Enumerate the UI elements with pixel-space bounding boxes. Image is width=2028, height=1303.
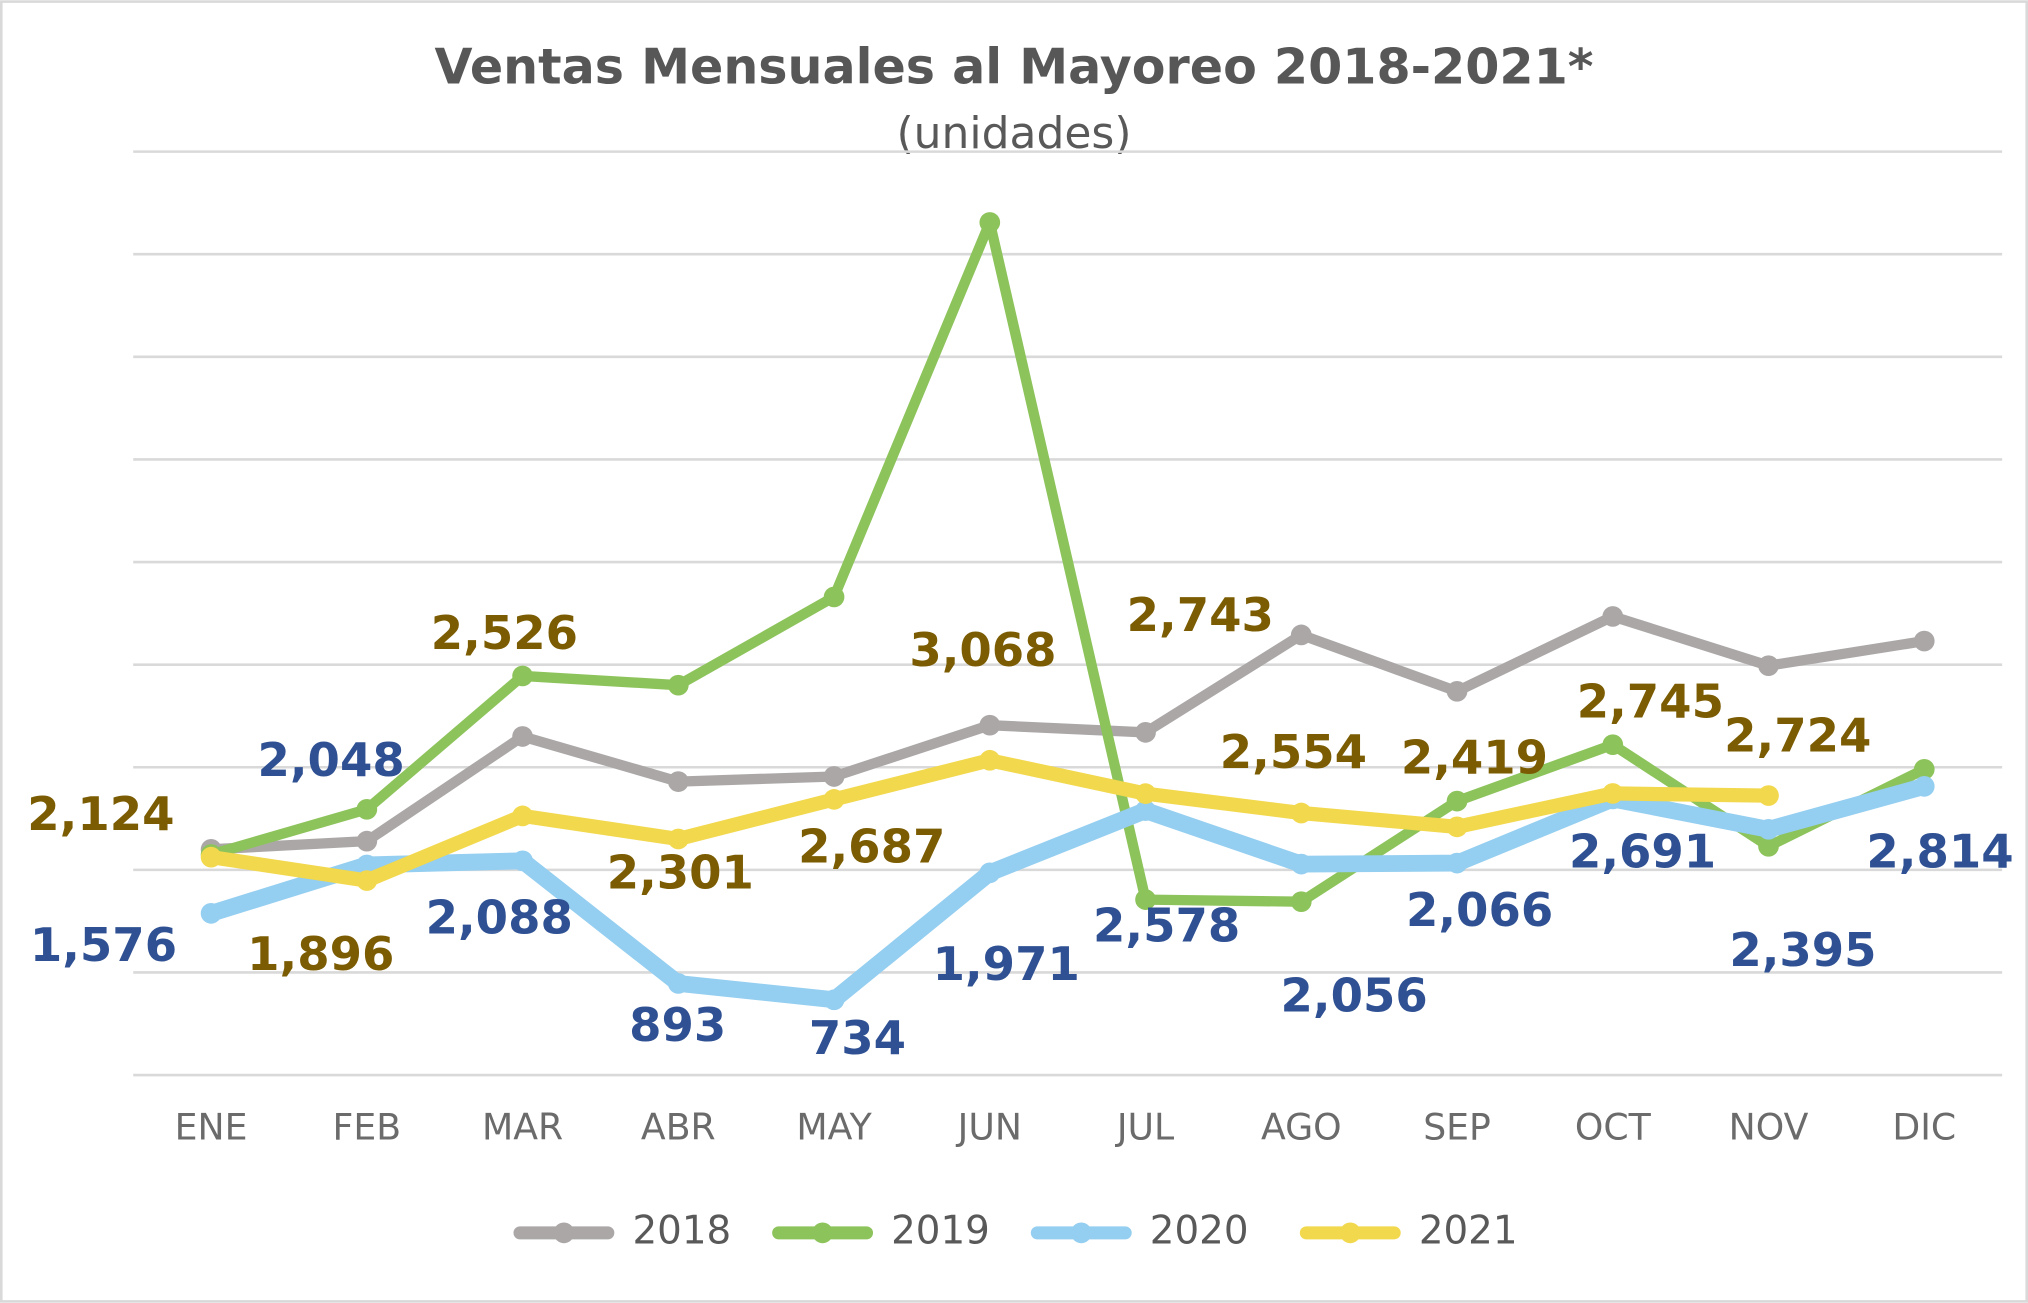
data-label: 734 <box>809 1011 906 1065</box>
data-label: 2,745 <box>1577 675 1724 729</box>
legend-swatch-marker <box>1070 1222 1092 1244</box>
series-marker <box>979 749 1001 771</box>
data-label: 2,301 <box>607 845 754 899</box>
series-marker <box>1446 680 1468 702</box>
legend-label: 2018 <box>632 1208 731 1253</box>
legend-label: 2021 <box>1419 1208 1518 1253</box>
series-marker <box>1602 734 1624 756</box>
series-marker <box>1290 802 1312 824</box>
series-marker <box>667 973 689 994</box>
series-marker <box>1135 783 1156 804</box>
series-marker <box>200 903 222 924</box>
series-marker <box>1758 818 1779 840</box>
series-marker <box>1758 785 1779 806</box>
legend-swatch-marker <box>812 1222 833 1244</box>
series-line <box>202 777 1933 1009</box>
data-label: 2,814 <box>1866 825 2013 879</box>
series-marker <box>1446 852 1468 874</box>
data-label: 2,526 <box>431 606 578 660</box>
series-marker <box>667 771 689 792</box>
x-tick-label: JUL <box>1115 1105 1174 1148</box>
x-tick-label: MAR <box>482 1105 563 1148</box>
series-line <box>205 611 1930 855</box>
data-label: 2,554 <box>1220 725 1367 779</box>
data-label: 1,896 <box>247 927 394 981</box>
legend-label: 2020 <box>1150 1208 1249 1253</box>
series-marker <box>356 798 378 820</box>
data-label: 2,066 <box>1406 883 1553 937</box>
series-marker <box>823 989 845 1011</box>
x-tick-label: OCT <box>1575 1105 1652 1148</box>
series-marker <box>1290 891 1312 913</box>
series-marker <box>1602 606 1624 627</box>
series-marker <box>1290 853 1312 875</box>
series-line <box>205 217 1930 907</box>
series-marker <box>1913 775 1935 797</box>
data-label: 2,056 <box>1281 968 1428 1022</box>
series-marker <box>667 674 689 696</box>
x-tick-label: ENE <box>175 1105 248 1148</box>
data-label: 2,687 <box>798 820 945 874</box>
data-label: 2,395 <box>1729 923 1876 977</box>
x-tick-label: AGO <box>1261 1105 1342 1148</box>
legend-label: 2019 <box>891 1208 990 1253</box>
chart-title: Ventas Mensuales al Mayoreo 2018-2021* <box>435 38 1594 96</box>
x-tick-label: DIC <box>1892 1105 1956 1148</box>
x-tick-label: JUN <box>956 1105 1022 1148</box>
series-marker <box>512 805 533 827</box>
series-marker <box>1913 630 1935 652</box>
series-marker <box>1135 800 1156 821</box>
x-tick-label: NOV <box>1729 1105 1809 1148</box>
series-marker <box>512 850 533 872</box>
series-marker <box>512 665 533 687</box>
data-label: 2,578 <box>1093 898 1240 952</box>
series-marker <box>1913 758 1935 780</box>
series-marker <box>979 212 1001 233</box>
series-marker <box>1446 816 1468 838</box>
series-marker <box>1135 889 1156 910</box>
data-label: 2,724 <box>1724 708 1871 762</box>
data-label: 2,088 <box>426 891 573 945</box>
series-marker <box>1446 790 1468 812</box>
data-label: 2,419 <box>1401 730 1548 784</box>
series-marker <box>356 854 378 876</box>
series-marker <box>512 726 533 747</box>
series-marker <box>1290 624 1312 646</box>
series-marker <box>1758 835 1779 857</box>
data-label: 3,068 <box>909 623 1056 677</box>
data-label: 2,048 <box>257 733 404 787</box>
series-marker <box>823 586 845 608</box>
legend-swatch-marker <box>1339 1222 1361 1244</box>
series-marker <box>979 862 1001 884</box>
series-marker <box>979 714 1001 736</box>
data-label: 2,124 <box>27 787 174 841</box>
x-tick-label: FEB <box>333 1105 402 1148</box>
legend-swatch-marker <box>553 1222 575 1244</box>
series-marker <box>1602 783 1624 804</box>
series-marker <box>823 789 845 810</box>
x-tick-label: MAY <box>796 1105 872 1148</box>
data-label: 2,743 <box>1127 588 1274 642</box>
data-label: 893 <box>629 998 726 1052</box>
series-marker <box>1135 722 1156 743</box>
x-tick-label: SEP <box>1423 1105 1491 1148</box>
series-marker <box>356 870 378 891</box>
series-marker <box>1758 655 1779 677</box>
series-marker <box>667 828 689 850</box>
x-tick-label: ABR <box>641 1105 716 1148</box>
data-label: 2,691 <box>1569 825 1716 879</box>
series-marker <box>823 766 845 787</box>
data-label: 1,971 <box>933 937 1080 991</box>
data-label: 1,576 <box>30 918 177 972</box>
series-marker <box>200 846 222 868</box>
series-marker <box>356 830 378 852</box>
